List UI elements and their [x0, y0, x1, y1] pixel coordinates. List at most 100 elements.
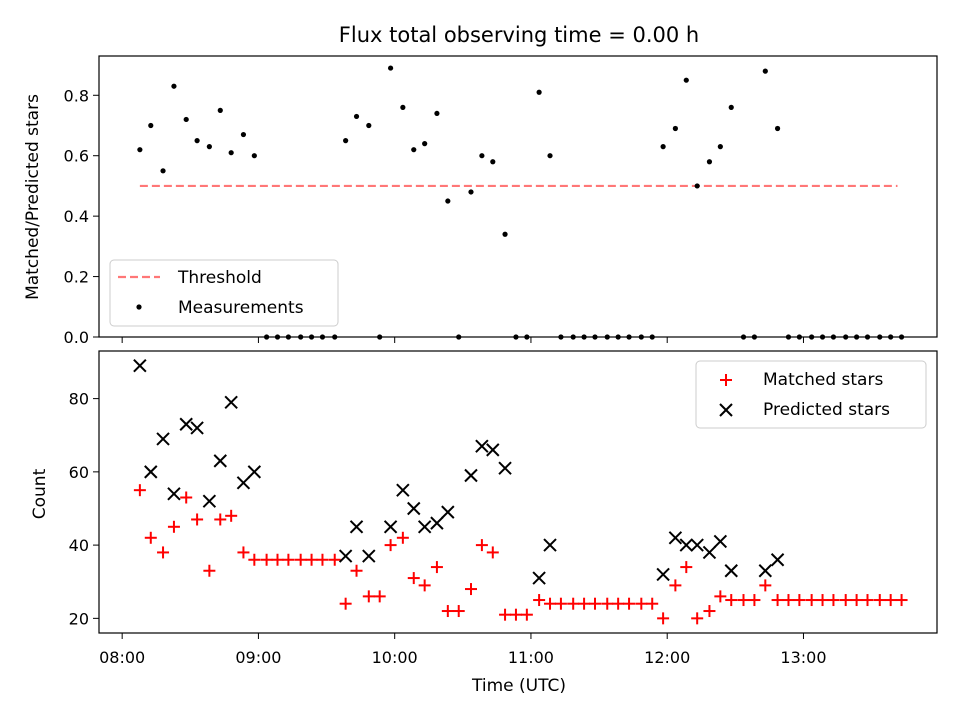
measurement-point: [728, 104, 734, 110]
legend-box: [109, 259, 339, 327]
matched-point: [305, 553, 318, 566]
matched-point: [612, 597, 625, 610]
legend-threshold-label: Threshold: [177, 268, 262, 288]
x-ticks: 08:00 09:00 10:00 11:00 12:00 13:00: [99, 633, 827, 667]
matched-point: [248, 553, 261, 566]
matched-point: [884, 594, 897, 607]
measurement-point: [343, 138, 349, 144]
measurement-point: [468, 189, 474, 195]
y-ticks: 20 40 60 80: [69, 390, 99, 628]
predicted-point: [430, 516, 444, 530]
measurement-point: [479, 153, 485, 159]
predicted-point: [179, 417, 193, 431]
matched-point: [452, 605, 465, 618]
measurement-point: [240, 131, 247, 138]
predicted-point-b: [236, 476, 251, 490]
predicted-point: [224, 395, 238, 409]
measurement-point: [228, 150, 234, 156]
measurement-point: [148, 122, 154, 129]
matched-point: [157, 546, 170, 559]
measurement-point: [217, 107, 223, 113]
predicted-point: [475, 439, 489, 453]
plot-frame: [98, 350, 938, 634]
predicted-point: [486, 443, 500, 457]
plot-frame: [98, 55, 938, 338]
predicted-point-b: [656, 567, 670, 582]
matched-point: [725, 594, 738, 607]
matched-point: [782, 594, 795, 607]
y-axis-label: Matched/Predicted stars: [23, 94, 43, 300]
predicted-point-b: [690, 538, 704, 552]
matched-point: [839, 594, 852, 607]
x-tick-label: 12:00: [644, 648, 690, 667]
legend-box: [695, 360, 927, 429]
matched-point: [533, 594, 546, 607]
x-tick-label: 08:00: [99, 648, 145, 667]
matched-point: [895, 594, 908, 607]
y-tick-label: 0.0: [64, 328, 89, 347]
predicted-point-b: [383, 520, 398, 534]
count-panel: Count Time (UTC) 20 40 60 80 08:00 09:00 10:0…: [30, 350, 938, 696]
matched-point: [328, 553, 341, 566]
legend-predicted-swatch: [719, 403, 733, 417]
legend-matched-swatch: [720, 374, 732, 386]
matched-point: [623, 597, 636, 610]
measurement-point: [694, 183, 700, 189]
matched-point: [294, 553, 307, 566]
matched-point: [214, 513, 227, 526]
predicted-point-b: [349, 520, 364, 534]
x-axis-label: Time (UTC): [471, 676, 566, 696]
matched-point: [191, 513, 204, 526]
measurement-point: [445, 198, 451, 204]
chart-title: Flux total observing time = 0.00 h: [339, 23, 699, 47]
predicted-point-b: [133, 358, 147, 373]
matched-point: [441, 605, 454, 618]
predicted-point: [213, 454, 227, 468]
predicted-point: [668, 531, 683, 545]
predicted-point: [758, 564, 773, 578]
measurement-point: [536, 89, 542, 95]
predicted-point-b: [770, 553, 785, 567]
predicted-point-b: [167, 487, 181, 501]
predicted-point-b: [702, 545, 717, 560]
matched-point: [282, 553, 295, 566]
predicted-point: [656, 567, 670, 582]
predicted-point: [532, 571, 546, 585]
measurement-point: [706, 159, 713, 165]
matched-point: [805, 594, 818, 607]
predicted-point: [396, 483, 410, 497]
matched-point: [601, 597, 614, 610]
measurement-point: [774, 125, 781, 132]
measurement-point: [717, 144, 723, 150]
predicted-point: [407, 501, 421, 516]
matched-point: [384, 539, 397, 552]
predicted-point: [362, 549, 376, 563]
y-tick-label: 0.2: [64, 268, 89, 287]
matched-point: [133, 484, 146, 497]
matched-point: [362, 590, 375, 603]
measurement-point: [434, 110, 440, 117]
predicted-point: [202, 494, 217, 508]
measurement-point: [547, 153, 553, 159]
predicted-point-b: [475, 439, 489, 453]
measurement-point: [490, 159, 496, 165]
predicted-point-b: [396, 483, 410, 497]
matched-point: [657, 612, 670, 625]
x-tick-marks: [121, 337, 804, 343]
predicted-point: [156, 432, 170, 446]
matched-point: [691, 612, 704, 625]
matched-point: [430, 561, 443, 574]
matched-point: [464, 583, 477, 596]
predicted-point-b: [486, 443, 500, 457]
legend-predicted-label: Predicted stars: [763, 400, 890, 420]
matched-point: [407, 572, 420, 585]
matched-point: [850, 594, 863, 607]
predicted-point-b: [758, 564, 773, 578]
measurement-point: [137, 147, 143, 153]
predicted-point: [441, 505, 455, 519]
predicted-point-b: [224, 395, 238, 409]
matched-point: [486, 546, 499, 559]
y-tick-label: 40: [69, 536, 89, 555]
measurement-point: [660, 144, 666, 150]
